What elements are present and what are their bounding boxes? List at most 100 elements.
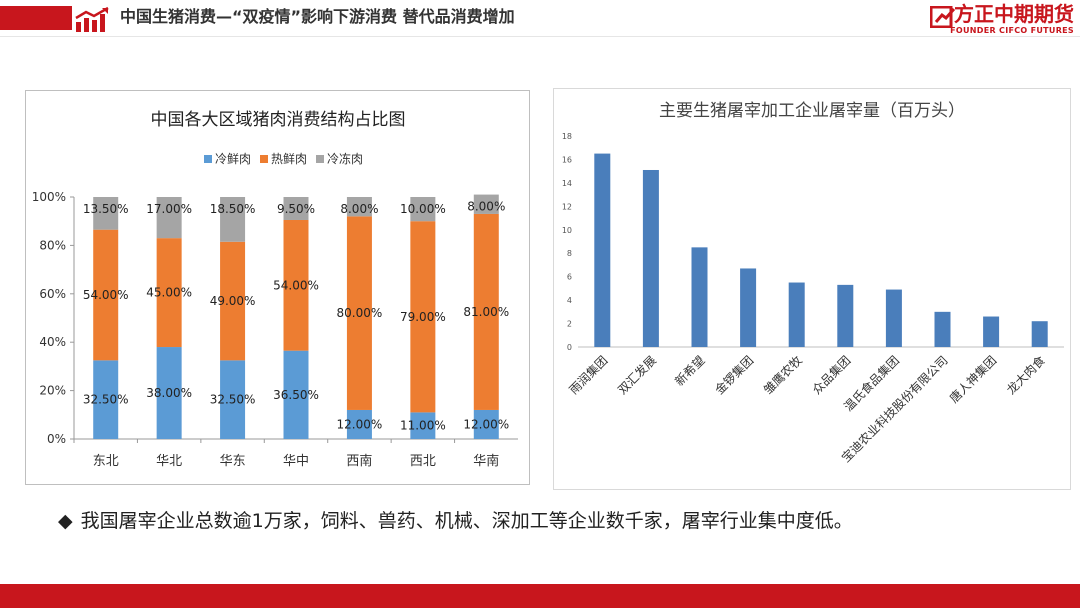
chart1-bar-segment (346, 216, 372, 410)
chart1-data-label: 10.00% (400, 202, 446, 216)
rising-chart-icon (75, 6, 109, 32)
chart1-y-tick-label: 80% (39, 238, 66, 252)
chart1-x-tick-label: 华中 (283, 454, 309, 469)
chart1-bar-segment (346, 197, 372, 217)
chart1-data-label: 49.00% (210, 294, 256, 308)
chart1-data-label: 8.00% (467, 200, 505, 214)
footer-bar (0, 584, 1080, 608)
chart1-data-label: 12.00% (463, 417, 509, 431)
chart2-x-tick-label: 雏鹰农牧 (760, 353, 805, 398)
chart1-bar-segment (93, 229, 119, 361)
chart1-data-label: 13.50% (83, 202, 129, 216)
chart2-x-tick-label: 众品集团 (809, 353, 854, 398)
chart1-data-label: 32.50% (210, 393, 256, 407)
chart1-bar-segment (410, 412, 436, 439)
brand-name-cn: 方正中期期货 (954, 2, 1074, 26)
chart1-bar-segment (220, 197, 246, 242)
chart1-x-tick-label: 西北 (410, 454, 436, 469)
page-header: 中国生猪消费—“双疫情”影响下游消费 替代品消费增加 方正中期期货 FOUNDE… (0, 0, 1080, 38)
chart2-bar (983, 316, 1000, 347)
chart1-y-tick-label: 40% (39, 335, 66, 349)
chart1-legend-swatch (316, 155, 324, 163)
chart2-y-tick-label: 14 (562, 179, 572, 188)
chart1-title: 中国各大区域猪肉消费结构占比图 (151, 110, 406, 130)
chart1-data-label: 80.00% (337, 306, 383, 320)
brand-name-en: FOUNDER CIFCO FUTURES (950, 26, 1074, 35)
regional-consumption-chart: 中国各大区域猪肉消费结构占比图 冷鲜肉 热鲜肉 冷冻肉 0% 20% 40% 60% 80%… (32, 110, 518, 469)
chart1-data-label: 8.00% (340, 202, 378, 216)
chart1-x-tick-label: 东北 (93, 454, 119, 469)
chart1-x-tick-label: 华东 (220, 454, 246, 469)
chart1-bar-segment (156, 197, 182, 239)
chart1-y-tick-label: 60% (39, 287, 66, 301)
chart2-x-tick-label: 唐人神集团 (946, 353, 999, 406)
brand-mark-icon (930, 6, 956, 28)
chart2-y-tick-label: 0 (567, 343, 572, 352)
chart1-axes: 0% 20% 40% 60% 80% 100% 东北 华北 华东 华中 西南 西北 华南 (32, 190, 518, 469)
chart1-data-label: 17.00% (146, 202, 192, 216)
chart1-bar-segment (156, 347, 182, 439)
chart1-bar-segment (473, 213, 499, 410)
chart1-data-label: 18.50% (210, 202, 256, 216)
chart2-y-tick-label: 12 (562, 202, 572, 211)
chart2-bar (837, 284, 854, 347)
chart1-data-label: 54.00% (83, 288, 129, 302)
chart1-data-label: 54.00% (273, 278, 319, 292)
chart1-bar-segment (473, 194, 499, 214)
chart1-bar-segment (156, 238, 182, 348)
chart1-data-label: 79.00% (400, 310, 446, 324)
header-accent-bar (0, 6, 72, 30)
chart1-data-label: 11.00% (400, 419, 446, 433)
chart1-data-label: 9.50% (277, 202, 315, 216)
chart1-bar-segment (283, 197, 309, 220)
chart1-data-label: 12.00% (337, 417, 383, 431)
chart1-bar-segment (93, 360, 119, 439)
chart1-bar-segment (220, 241, 246, 361)
chart1-data-label: 81.00% (463, 305, 509, 319)
slaughter-volume-chart-panel: 主要生猪屠宰加工企业屠宰量（百万头） 0 2 4 6 8 10 12 14 16 18 雨润集团 双汇… (553, 88, 1071, 490)
chart2-x-tick-label: 双汇发展 (614, 353, 659, 398)
brand-logo: 方正中期期货 FOUNDER CIFCO FUTURES (950, 2, 1074, 36)
chart2-y-tick-label: 16 (562, 155, 572, 164)
chart2-y-tick-label: 2 (567, 320, 572, 329)
chart1-x-tick-label: 华北 (156, 454, 182, 469)
regional-consumption-chart-panel: 中国各大区域猪肉消费结构占比图 冷鲜肉 热鲜肉 冷冻肉 0% 20% 40% 60% 80%… (25, 90, 530, 485)
slaughter-volume-chart: 主要生猪屠宰加工企业屠宰量（百万头） 0 2 4 6 8 10 12 14 16 18 雨润集团 双汇… (562, 101, 1064, 465)
chart2-bar (594, 153, 611, 347)
chart1-bar-segment (473, 409, 499, 439)
chart2-bar (885, 289, 902, 347)
chart2-x-tick-label: 龙大肉食 (1003, 353, 1048, 398)
chart1-x-tick-label: 华南 (473, 453, 499, 469)
chart2-y-tick-label: 4 (567, 296, 572, 305)
chart1-data-label: 36.50% (273, 388, 319, 402)
chart2-x-tick-label: 雨润集团 (566, 353, 611, 398)
chart2-title: 主要生猪屠宰加工企业屠宰量（百万头） (659, 101, 965, 121)
chart1-y-tick-label: 20% (39, 384, 66, 398)
chart1-legend-swatch (204, 155, 212, 163)
diamond-bullet-icon: ◆ (58, 510, 73, 532)
chart1-legend-label: 冷鲜肉 (215, 152, 251, 166)
chart2-bar (642, 169, 659, 347)
bullet-point: ◆ 我国屠宰企业总数逾1万家，饲料、兽药、机械、深加工等企业数千家，屠宰行业集中度… (58, 508, 853, 534)
chart1-bar-segment (410, 221, 436, 413)
chart1-bar-segment (283, 219, 309, 351)
chart2-bar (934, 311, 951, 347)
chart1-bar-segment (93, 197, 119, 230)
chart2-bar (691, 247, 708, 347)
chart1-legend-swatch (260, 155, 268, 163)
chart2-y-tick-label: 6 (567, 273, 572, 282)
chart1-bar-segment (220, 360, 246, 439)
chart1-bar-segment (410, 197, 436, 222)
chart2-bar (788, 282, 805, 347)
bullet-text: 我国屠宰企业总数逾1万家，饲料、兽药、机械、深加工等企业数千家，屠宰行业集中度低… (80, 510, 853, 532)
chart2-y-tick-label: 18 (562, 132, 572, 141)
chart1-bar-segment (346, 409, 372, 439)
chart2-y-tick-label: 8 (567, 249, 572, 258)
chart2-bars (594, 153, 1048, 347)
chart1-data-label: 45.00% (146, 286, 192, 300)
chart1-data-label: 38.00% (146, 386, 192, 400)
chart1-x-tick-label: 西南 (346, 453, 372, 469)
header-divider (0, 36, 1080, 37)
chart1-y-tick-label: 100% (32, 190, 66, 204)
chart2-bar (740, 268, 757, 347)
